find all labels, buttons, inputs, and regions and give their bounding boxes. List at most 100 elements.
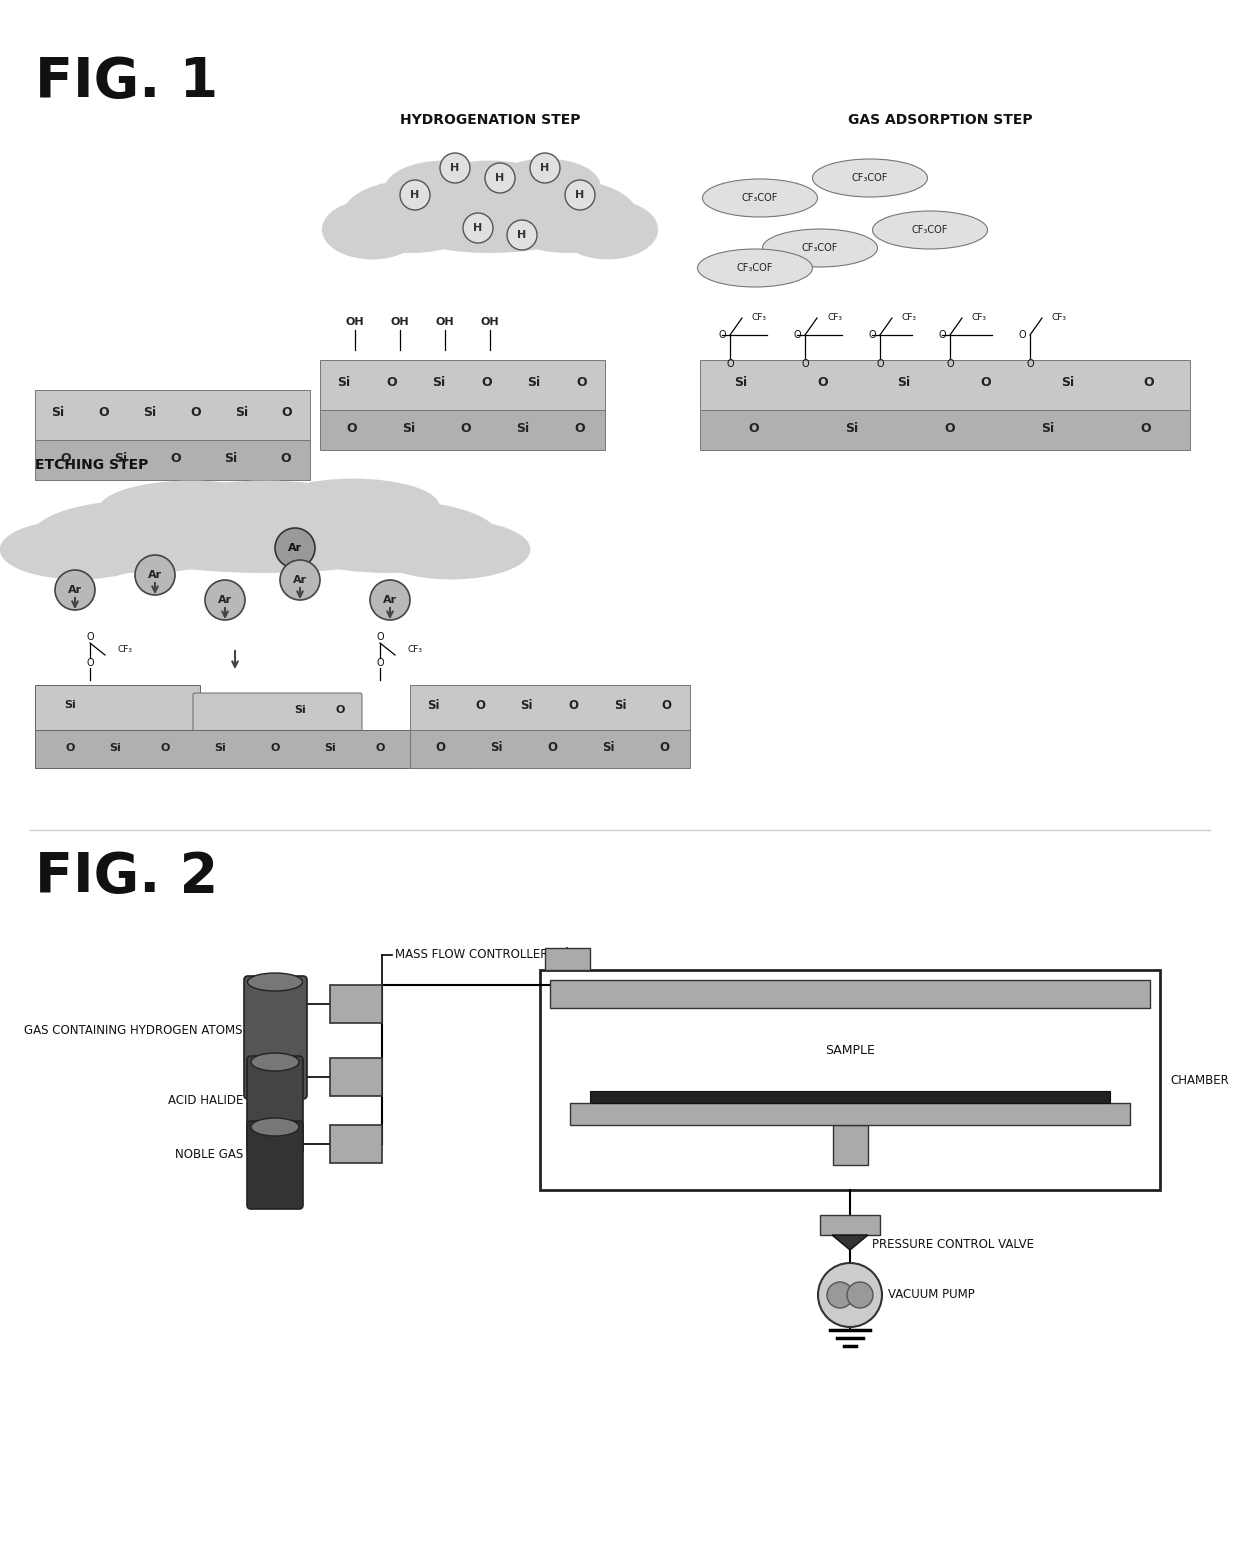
Circle shape	[205, 579, 246, 620]
Text: H: H	[517, 230, 527, 240]
Text: Ar: Ar	[68, 586, 82, 595]
Text: OH: OH	[435, 316, 454, 327]
Text: O: O	[660, 741, 670, 753]
Bar	[330, 985, 382, 1023]
Text: H: H	[575, 189, 584, 200]
Text: Si: Si	[521, 698, 533, 713]
Text: O: O	[574, 421, 585, 434]
Text: VACUUM PUMP: VACUUM PUMP	[888, 1289, 975, 1301]
Circle shape	[440, 153, 470, 183]
Text: Si: Si	[294, 705, 306, 716]
Text: Si: Si	[223, 451, 237, 465]
Ellipse shape	[278, 501, 497, 572]
Text: OH: OH	[346, 316, 365, 327]
Text: Si: Si	[402, 421, 415, 434]
Text: CHAMBER: CHAMBER	[1171, 1074, 1229, 1087]
Text: CF₃: CF₃	[901, 313, 918, 323]
Text: O: O	[548, 741, 558, 753]
Circle shape	[827, 1283, 853, 1308]
Text: Ar: Ar	[288, 543, 303, 553]
Ellipse shape	[491, 160, 600, 215]
Text: Si: Si	[614, 698, 626, 713]
Bar	[35, 390, 310, 440]
Text: O: O	[475, 698, 485, 713]
Text: O: O	[60, 451, 71, 465]
Text: FIG. 2: FIG. 2	[35, 850, 218, 904]
Text: CF₃COF: CF₃COF	[852, 172, 888, 183]
Text: O: O	[87, 658, 94, 669]
Text: Si: Si	[734, 376, 748, 388]
Text: HYDROGENATION STEP: HYDROGENATION STEP	[399, 113, 580, 127]
Text: Si: Si	[215, 742, 226, 753]
Ellipse shape	[497, 180, 637, 252]
Text: Si: Si	[846, 421, 858, 434]
Ellipse shape	[373, 520, 529, 579]
Text: H: H	[474, 222, 482, 233]
Ellipse shape	[98, 481, 285, 540]
Text: O: O	[727, 359, 734, 370]
Text: O: O	[1141, 421, 1151, 434]
Circle shape	[847, 1283, 873, 1308]
Ellipse shape	[32, 501, 253, 572]
Text: O: O	[1018, 330, 1025, 340]
Text: O: O	[945, 421, 955, 434]
Bar	[820, 1215, 880, 1236]
Text: O: O	[346, 421, 357, 434]
Text: CF₃: CF₃	[1052, 313, 1066, 323]
Bar	[410, 684, 689, 730]
Text: OH: OH	[481, 316, 500, 327]
Text: O: O	[66, 742, 74, 753]
Bar	[701, 360, 1190, 410]
Ellipse shape	[250, 1052, 299, 1071]
Text: O: O	[481, 376, 491, 388]
Circle shape	[135, 554, 175, 595]
Circle shape	[275, 528, 315, 568]
Text: O: O	[868, 330, 875, 340]
Bar	[35, 730, 475, 767]
Text: O: O	[1027, 359, 1034, 370]
Text: MASS FLOW CONTROLLER: MASS FLOW CONTROLLER	[396, 949, 548, 962]
Text: O: O	[280, 451, 290, 465]
Text: O: O	[335, 705, 345, 716]
Text: O: O	[170, 451, 181, 465]
Text: Si: Si	[324, 742, 336, 753]
Bar	[551, 980, 1149, 1009]
Ellipse shape	[322, 200, 422, 258]
Text: O: O	[87, 633, 94, 642]
Text: Si: Si	[64, 700, 76, 709]
Text: Si: Si	[433, 376, 445, 388]
Text: O: O	[376, 633, 384, 642]
Text: O: O	[718, 330, 725, 340]
Bar	[330, 1124, 382, 1164]
Circle shape	[401, 180, 430, 210]
Bar	[539, 969, 1159, 1190]
Ellipse shape	[342, 180, 482, 252]
Text: Si: Si	[427, 698, 440, 713]
Ellipse shape	[373, 168, 606, 252]
FancyBboxPatch shape	[247, 1121, 303, 1209]
Ellipse shape	[703, 179, 817, 218]
Text: H: H	[410, 189, 419, 200]
Bar	[410, 730, 689, 767]
Text: H: H	[495, 172, 505, 183]
Ellipse shape	[143, 481, 387, 553]
Text: CF₃: CF₃	[751, 313, 768, 323]
Text: Si: Si	[114, 451, 126, 465]
Text: CF₃COF: CF₃COF	[742, 193, 779, 204]
FancyBboxPatch shape	[193, 694, 362, 731]
Circle shape	[507, 219, 537, 251]
Text: O: O	[946, 359, 954, 370]
Text: Si: Si	[109, 742, 120, 753]
Bar	[590, 1092, 1110, 1102]
Text: O: O	[376, 742, 384, 753]
Text: O: O	[877, 359, 884, 370]
Ellipse shape	[268, 479, 439, 534]
Text: SAMPLE: SAMPLE	[825, 1043, 875, 1057]
Text: Si: Si	[1042, 421, 1054, 434]
Circle shape	[529, 153, 560, 183]
Text: O: O	[160, 742, 170, 753]
Text: CF₃: CF₃	[827, 313, 842, 323]
Text: H: H	[541, 163, 549, 172]
Ellipse shape	[558, 200, 657, 258]
Text: H: H	[450, 163, 460, 172]
